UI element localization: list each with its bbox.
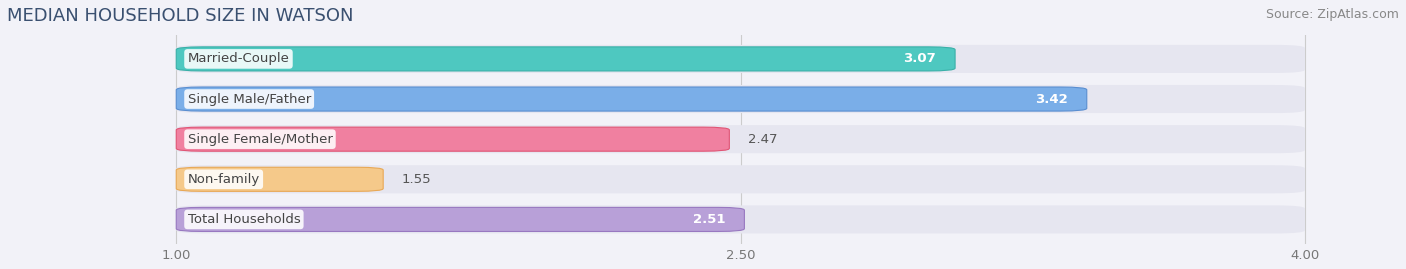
Text: Married-Couple: Married-Couple <box>187 52 290 65</box>
FancyBboxPatch shape <box>176 85 1305 113</box>
Text: 2.51: 2.51 <box>693 213 725 226</box>
FancyBboxPatch shape <box>176 207 744 231</box>
Text: Total Households: Total Households <box>187 213 301 226</box>
Text: 2.47: 2.47 <box>748 133 778 146</box>
FancyBboxPatch shape <box>176 47 955 71</box>
Text: Source: ZipAtlas.com: Source: ZipAtlas.com <box>1265 8 1399 21</box>
Text: 3.07: 3.07 <box>904 52 936 65</box>
FancyBboxPatch shape <box>176 125 1305 153</box>
FancyBboxPatch shape <box>176 165 1305 193</box>
Text: 3.42: 3.42 <box>1035 93 1069 105</box>
Text: Non-family: Non-family <box>187 173 260 186</box>
Text: Single Female/Mother: Single Female/Mother <box>187 133 332 146</box>
Text: MEDIAN HOUSEHOLD SIZE IN WATSON: MEDIAN HOUSEHOLD SIZE IN WATSON <box>7 7 353 25</box>
Text: 1.55: 1.55 <box>402 173 432 186</box>
FancyBboxPatch shape <box>176 127 730 151</box>
Text: Single Male/Father: Single Male/Father <box>187 93 311 105</box>
FancyBboxPatch shape <box>176 87 1087 111</box>
FancyBboxPatch shape <box>176 167 384 191</box>
FancyBboxPatch shape <box>176 205 1305 233</box>
FancyBboxPatch shape <box>176 45 1305 73</box>
